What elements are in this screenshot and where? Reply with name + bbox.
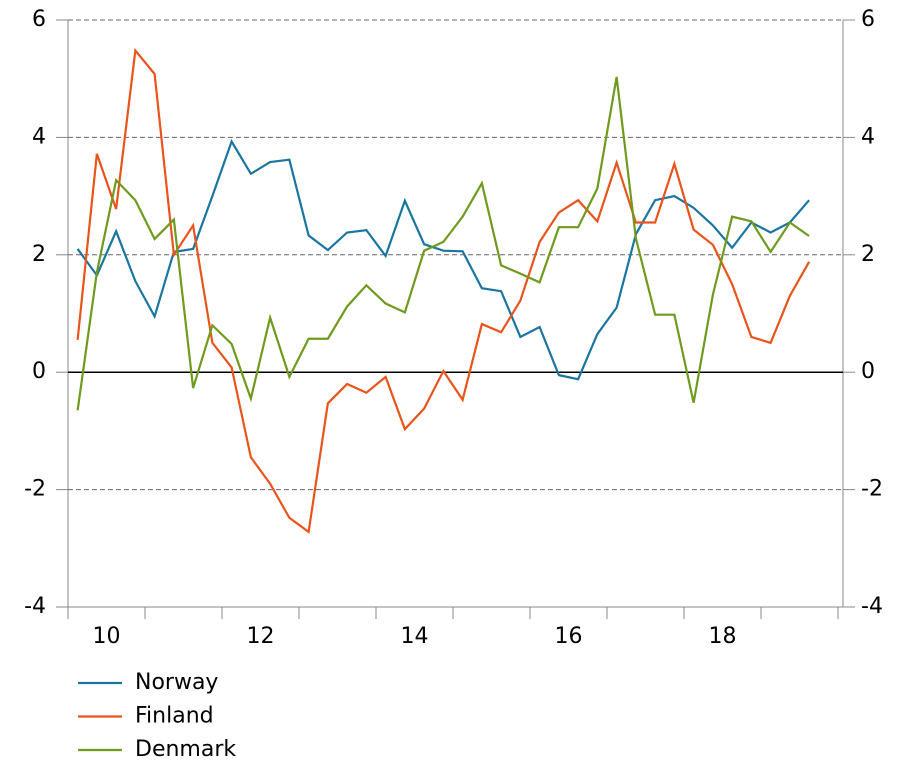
y2-tick-label: 2 — [861, 242, 875, 267]
series-line — [76, 76, 810, 411]
x-tick-label: 12 — [246, 624, 274, 649]
y-tick-label: 0 — [32, 359, 46, 384]
x-tick-label: 18 — [708, 624, 736, 649]
x-tick-label: 14 — [400, 624, 428, 649]
y-tick-label: -4 — [24, 594, 46, 619]
y2-tick-label: -4 — [861, 594, 883, 619]
y-tick-label: 6 — [32, 7, 46, 32]
y2-tick-label: 4 — [861, 124, 875, 149]
legend-label: Norway — [135, 670, 218, 695]
series-line — [76, 47, 811, 534]
legend-label: Finland — [135, 704, 214, 729]
y2-tick-label: 0 — [861, 359, 875, 384]
y-tick-label: 4 — [32, 124, 46, 149]
x-tick-label: 10 — [92, 624, 120, 649]
y-tick-label: -2 — [24, 477, 46, 502]
x-tick-label: 16 — [554, 624, 582, 649]
y-tick-label: 2 — [32, 242, 46, 267]
legend-label: Denmark — [135, 737, 236, 762]
y2-tick-label: -2 — [861, 477, 883, 502]
y2-tick-label: 6 — [861, 7, 875, 32]
